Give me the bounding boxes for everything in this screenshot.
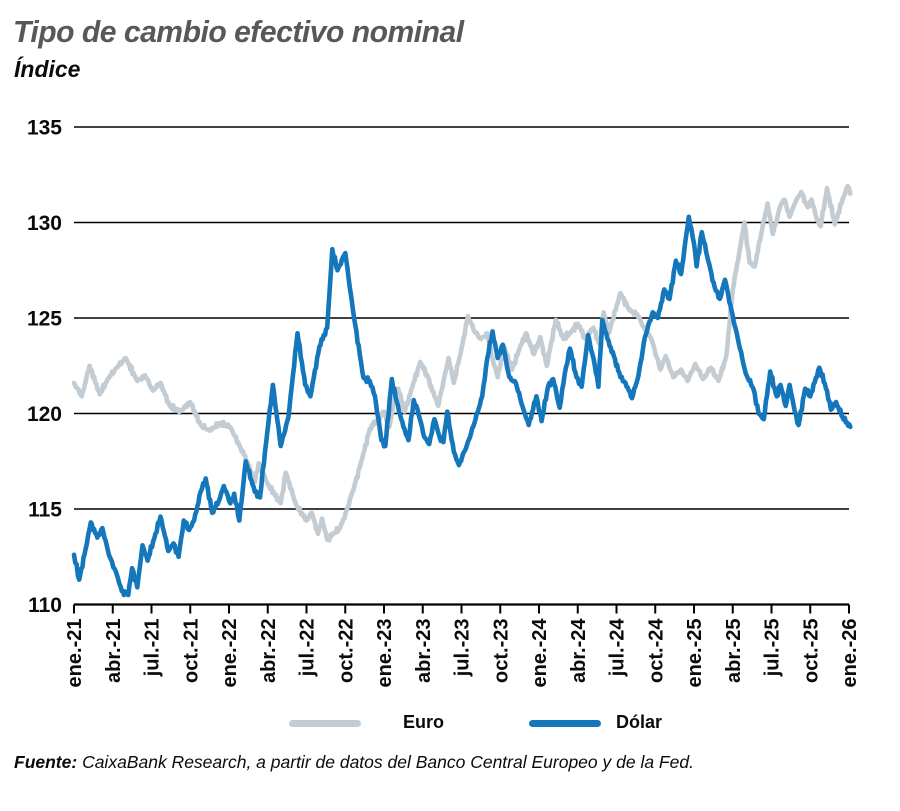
x-tick-label: oct.-21 (180, 619, 202, 683)
x-tick-label: ene.-23 (374, 619, 396, 688)
y-tick-label: 110 (28, 594, 62, 617)
x-tick-label: oct.-23 (490, 619, 512, 683)
x-tick-label: ene.-22 (219, 619, 241, 688)
x-tick-label: abr.-21 (103, 619, 125, 683)
x-tick-label: oct.-22 (335, 619, 357, 683)
y-tick-label: 135 (27, 117, 62, 140)
dolar-legend-label: Dólar (616, 712, 663, 732)
x-tick-label: jul.-23 (452, 619, 474, 678)
x-tick-label: oct.-25 (800, 619, 822, 683)
euro-legend-label: Euro (403, 712, 445, 732)
x-tick-label: jul.-24 (607, 618, 629, 678)
x-tick-label: ene.-25 (684, 619, 706, 688)
source-text: CaixaBank Research, a partir de datos de… (77, 752, 694, 772)
source-label: Fuente: (14, 752, 78, 772)
x-tick-label: abr.-22 (258, 619, 280, 683)
x-tick-label: jul.-21 (142, 619, 164, 678)
y-tick-label: 130 (27, 212, 62, 235)
chart-subtitle: Índice (14, 56, 81, 82)
x-tick-label: jul.-22 (297, 619, 319, 678)
source-note: Fuente: CaixaBank Research, a partir de … (14, 752, 694, 773)
euro-legend-swatch (289, 720, 361, 727)
x-tick-label: ene.-21 (64, 619, 86, 688)
x-tick-label: abr.-24 (568, 618, 590, 683)
dolar-line (71, 214, 853, 598)
euro-line (71, 183, 853, 543)
y-tick-label: 115 (28, 499, 62, 522)
x-tick-label: ene.-24 (529, 618, 551, 688)
y-tick-label: 120 (27, 403, 62, 426)
x-tick-label: abr.-23 (413, 619, 435, 683)
y-tick-label: 125 (27, 308, 62, 331)
x-tick-label: abr.-25 (723, 619, 745, 683)
chart-title: Tipo de cambio efectivo nominal (13, 14, 464, 49)
dolar-legend-swatch (529, 720, 601, 727)
x-tick-label: oct.-24 (645, 618, 667, 683)
x-tick-label: ene.-26 (839, 619, 861, 688)
x-tick-label: jul.-25 (762, 619, 784, 678)
